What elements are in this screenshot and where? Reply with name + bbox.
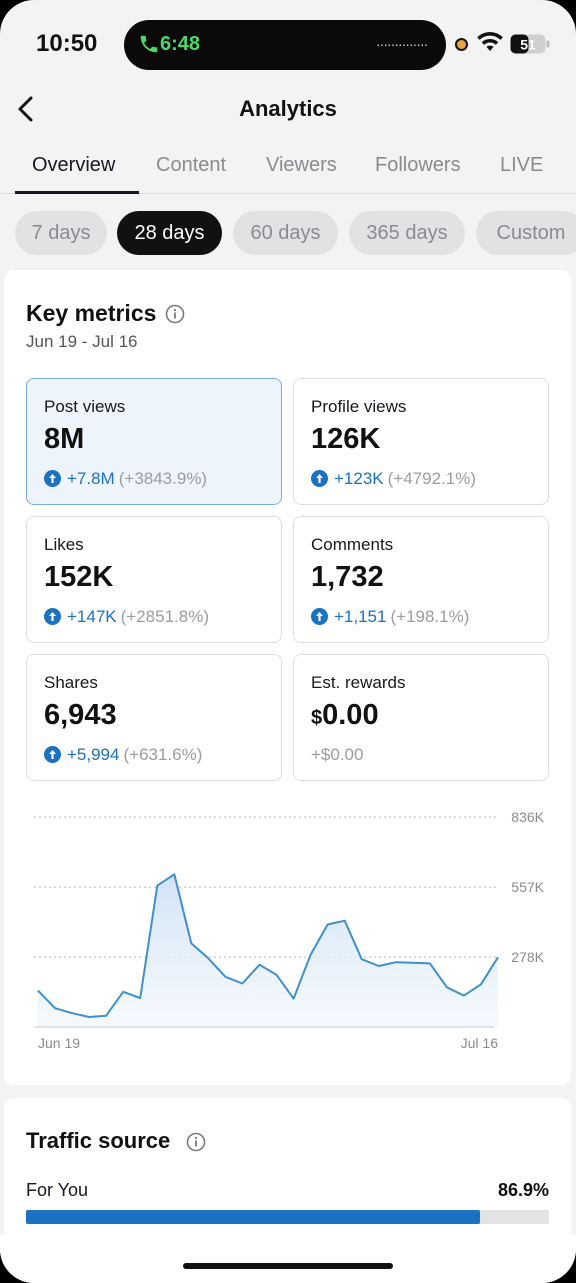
traffic-source-title: Traffic source	[26, 1128, 171, 1153]
key-metrics-card: Key metrics Jun 19 - Jul 16 Post views 8…	[4, 270, 571, 1085]
y-tick-label: 557K	[511, 879, 544, 895]
tab-followers[interactable]: Followers	[375, 154, 461, 176]
chart-series-line	[37, 873, 499, 1018]
metric-change-percent: (+3843.9%)	[118, 469, 208, 488]
metric-label: Comments	[311, 535, 394, 554]
x-tick-label: Jun 19	[38, 1035, 80, 1051]
metric-label: Post views	[44, 397, 126, 416]
arrow-up-circle-icon	[44, 746, 61, 763]
chart-area-fill	[38, 874, 498, 1027]
status-time: 10:50	[36, 30, 98, 57]
traffic-source-label: For You	[26, 1180, 89, 1200]
arrow-up-circle-icon	[44, 608, 61, 625]
metric-label: Est. rewards	[311, 673, 406, 692]
metric-shares[interactable]: Shares 6,943 +5,994 (+631.6%)	[26, 654, 282, 781]
metric-change-value: +147K	[67, 607, 117, 626]
metric-value: 8M	[44, 423, 85, 455]
period-selector: 7 days 28 days 60 days 365 days Custom	[0, 211, 576, 255]
traffic-source-card: Traffic source For You 86.9%	[4, 1098, 571, 1238]
wifi-icon	[477, 32, 503, 51]
y-tick-label: 278K	[511, 949, 544, 965]
arrow-up-circle-icon	[44, 470, 61, 487]
period-7-days[interactable]: 7 days	[15, 211, 107, 255]
tab-live[interactable]: LIVE	[500, 154, 544, 176]
arrow-up-circle-icon	[311, 608, 328, 625]
metric-label: Likes	[44, 535, 84, 554]
metric-change-value: +123K	[334, 469, 384, 488]
metric-change: +7.8M (+3843.9%)	[44, 469, 207, 489]
metric-post-views[interactable]: Post views 8M +7.8M (+3843.9%)	[26, 378, 282, 505]
period-365-days[interactable]: 365 days	[349, 211, 465, 255]
tab-overview[interactable]: Overview	[32, 154, 116, 176]
metric-change: +1,151 (+198.1%)	[311, 607, 469, 627]
traffic-source-bar	[26, 1210, 549, 1224]
metric-est-rewards[interactable]: Est. rewards $0.00 +$0.00	[293, 654, 549, 781]
analytics-tabs: Overview Content Viewers Followers LIVE	[0, 148, 576, 194]
metric-value: 6,943	[44, 699, 117, 731]
traffic-source-percent: 86.9%	[497, 1180, 549, 1200]
metric-change-value: +7.8M	[67, 469, 115, 488]
x-tick-label: Jul 16	[461, 1035, 499, 1051]
period-28-days[interactable]: 28 days	[117, 211, 222, 255]
status-bar: 10:50 6:48 ·············· 51	[0, 0, 576, 90]
battery-level: 51	[520, 37, 536, 53]
metric-value: 126K	[311, 423, 381, 455]
traffic-source-bar-fill	[26, 1210, 481, 1224]
tab-viewers[interactable]: Viewers	[266, 154, 337, 176]
period-custom[interactable]: Custom	[476, 211, 576, 255]
metric-change-percent: (+2851.8%)	[120, 607, 210, 626]
metric-label: Profile views	[311, 397, 407, 416]
call-duration: 6:48	[160, 33, 201, 55]
page-title: Analytics	[239, 96, 337, 121]
audio-level-indicator: ··············	[376, 36, 428, 52]
metric-change-percent: (+4792.1%)	[387, 469, 477, 488]
metric-change-value: +$0.00	[311, 745, 364, 764]
info-icon[interactable]	[165, 304, 185, 324]
key-metrics-title: Key metrics	[26, 300, 157, 326]
metric-change: +5,994 (+631.6%)	[44, 745, 202, 765]
y-tick-label: 836K	[511, 809, 544, 825]
metric-change: +123K (+4792.1%)	[311, 469, 476, 489]
arrow-up-circle-icon	[311, 470, 328, 487]
metric-change-percent: (+631.6%)	[123, 745, 203, 764]
back-arrow-icon[interactable]	[12, 92, 42, 126]
metric-value: 152K	[44, 561, 114, 593]
metric-likes[interactable]: Likes 152K +147K (+2851.8%)	[26, 516, 282, 643]
metric-value: 1,732	[311, 561, 384, 593]
currency-symbol: $	[311, 707, 323, 729]
camera-indicator-dot	[455, 38, 468, 51]
metric-change-percent: (+198.1%)	[390, 607, 470, 626]
dynamic-island-call[interactable]: 6:48 ··············	[124, 20, 446, 70]
post-views-chart[interactable]: 278K 557K 836K Jun 19 Jul 16	[4, 800, 571, 1060]
metric-change-value: +5,994	[67, 745, 120, 764]
metric-change: +147K (+2851.8%)	[44, 607, 209, 627]
metric-profile-views[interactable]: Profile views 126K +123K (+4792.1%)	[293, 378, 549, 505]
period-60-days[interactable]: 60 days	[233, 211, 338, 255]
tab-content[interactable]: Content	[156, 154, 227, 176]
home-indicator[interactable]	[183, 1263, 393, 1269]
metric-change-value: +1,151	[334, 607, 387, 626]
active-tab-indicator	[15, 191, 139, 194]
battery-icon: 51	[510, 34, 550, 54]
metric-value: $0.00	[311, 699, 379, 732]
metric-change: +$0.00	[311, 745, 363, 765]
phone-call-icon	[140, 35, 158, 53]
home-area	[0, 1234, 576, 1283]
metric-value-amount: 0.00	[322, 699, 379, 731]
metric-comments[interactable]: Comments 1,732 +1,151 (+198.1%)	[293, 516, 549, 643]
metric-label: Shares	[44, 673, 98, 692]
date-range: Jun 19 - Jul 16	[26, 332, 138, 351]
info-icon[interactable]	[186, 1132, 206, 1152]
top-bar: Analytics	[0, 90, 576, 130]
